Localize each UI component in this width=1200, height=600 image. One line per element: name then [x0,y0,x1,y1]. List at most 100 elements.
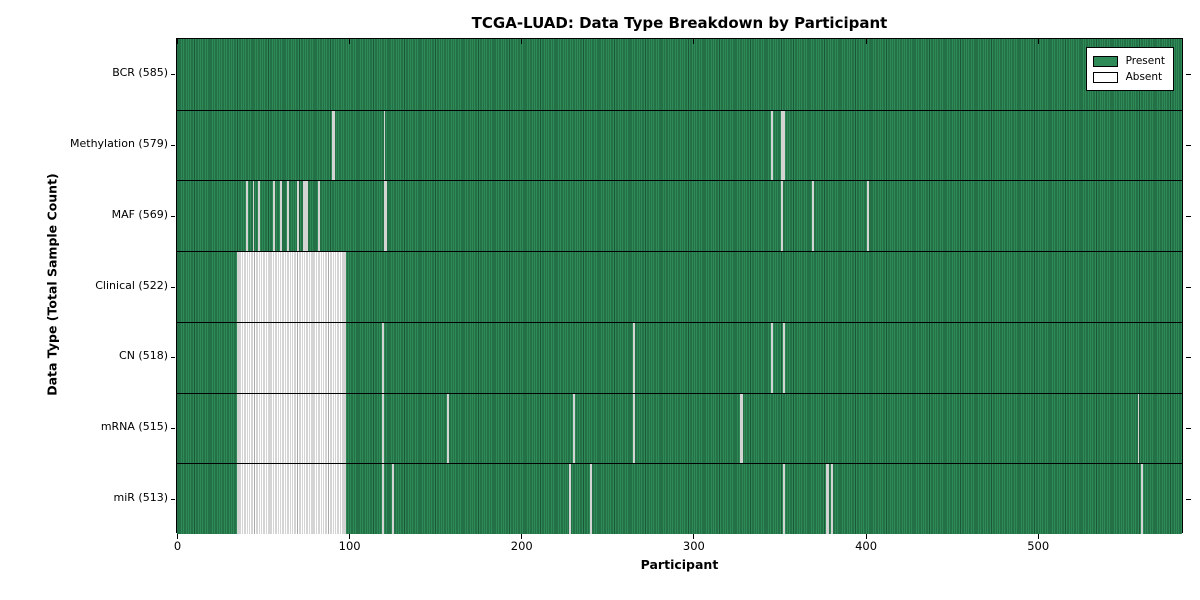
absent-stripe [782,322,785,393]
ytick-left [170,427,175,429]
absent-stripe [381,464,384,534]
absent-stripe [245,181,248,252]
row-MAF [177,180,1182,252]
absent-stripe [739,393,742,464]
absent-stripe [447,393,449,464]
absent-stripe [383,110,386,181]
xtick-label-400: 400 [855,539,878,553]
ytick-right [1186,357,1191,359]
ytick-right [1186,145,1191,147]
xtick-top [865,39,867,44]
xtick-label-200: 200 [510,539,533,553]
absent-stripe [590,464,592,534]
xtick-bottom [693,534,695,539]
absent-stripe [257,181,260,252]
chart-title: TCGA-LUAD: Data Type Breakdown by Partic… [471,14,888,32]
xtick-bottom [1037,534,1039,539]
ytick-label-mRNA: mRNA (515) [100,419,168,433]
absent-stripe [633,322,635,393]
xtick-bottom [865,534,867,539]
absent-stripe [381,322,384,393]
legend-absent-label: Absent [1125,71,1163,83]
ytick-right [1186,427,1191,429]
ytick-right [1186,498,1191,500]
absent-stripe [385,181,387,252]
legend-present-swatch [1092,55,1118,67]
absent-stripe [867,181,869,252]
absent-stripe [1137,393,1140,464]
xtick-bottom [177,534,178,539]
row-mRNA [177,392,1182,464]
ytick-left [170,145,175,147]
ytick-left [170,215,175,217]
ytick-label-CN: CN (518) [119,349,168,363]
row-CN [177,321,1182,393]
xtick-top [349,39,351,44]
ytick-left [170,498,175,500]
absent-stripe [781,110,783,181]
legend-entry-absent: Absent [1092,69,1165,85]
absent-stripe [273,181,276,252]
ytick-label-Clinical: Clinical (522) [95,278,168,292]
absent-stripe [569,464,572,534]
absent-stripe [572,393,575,464]
xtick-label-0: 0 [173,539,182,553]
xtick-top [693,39,695,44]
absent-stripe [302,181,305,252]
ytick-left [170,286,175,288]
absent-stripe [827,464,830,534]
absent-stripe [781,181,783,252]
absent-stripe [1140,464,1143,534]
legend-present-label: Present [1125,55,1165,67]
absent-stripe [237,393,346,464]
absent-stripe [304,181,307,252]
absent-stripe [237,252,346,322]
absent-stripe [331,110,334,181]
absent-stripe [318,181,320,252]
plot-area: Present Absent [170,38,1191,539]
xtick-label-500: 500 [1027,539,1050,553]
absent-stripe [741,393,744,464]
xtick-label-300: 300 [682,539,705,553]
row-BCR [177,39,1182,110]
absent-stripe [831,464,833,534]
absent-stripe [306,181,308,252]
row-miR [177,463,1182,534]
absent-stripe [280,181,282,252]
xtick-bottom [349,534,351,539]
absent-stripe [297,181,300,252]
ytick-left [170,74,175,76]
absent-stripe [782,110,785,181]
absent-stripe [770,110,773,181]
ytick-right [1186,215,1191,217]
legend-absent-swatch [1092,71,1118,83]
absent-stripe [287,181,289,252]
row-Methylation [177,109,1182,181]
absent-stripe [825,464,828,534]
ytick-label-Methylation: Methylation (579) [70,137,168,151]
xtick-label-100: 100 [338,539,361,553]
xtick-top [177,39,178,44]
ytick-label-miR: miR (513) [113,490,169,504]
xtick-top [1037,39,1039,44]
absent-stripe [392,464,394,534]
absent-stripe [333,110,336,181]
legend: Present Absent [1085,47,1174,91]
absent-stripe [237,464,346,534]
ytick-right [1186,74,1191,76]
absent-stripe [383,181,386,252]
absent-stripe [782,464,785,534]
ytick-label-MAF: MAF (569) [111,207,168,221]
ytick-right [1186,286,1191,288]
ytick-label-BCR: BCR (585) [112,66,168,80]
absent-stripe [381,393,384,464]
absent-stripe [770,322,773,393]
legend-entry-present: Present [1092,53,1165,69]
absent-stripe [633,393,635,464]
ytick-left [170,357,175,359]
absent-stripe [252,181,255,252]
row-Clinical [177,251,1182,322]
xtick-top [521,39,523,44]
absent-stripe [812,181,814,252]
